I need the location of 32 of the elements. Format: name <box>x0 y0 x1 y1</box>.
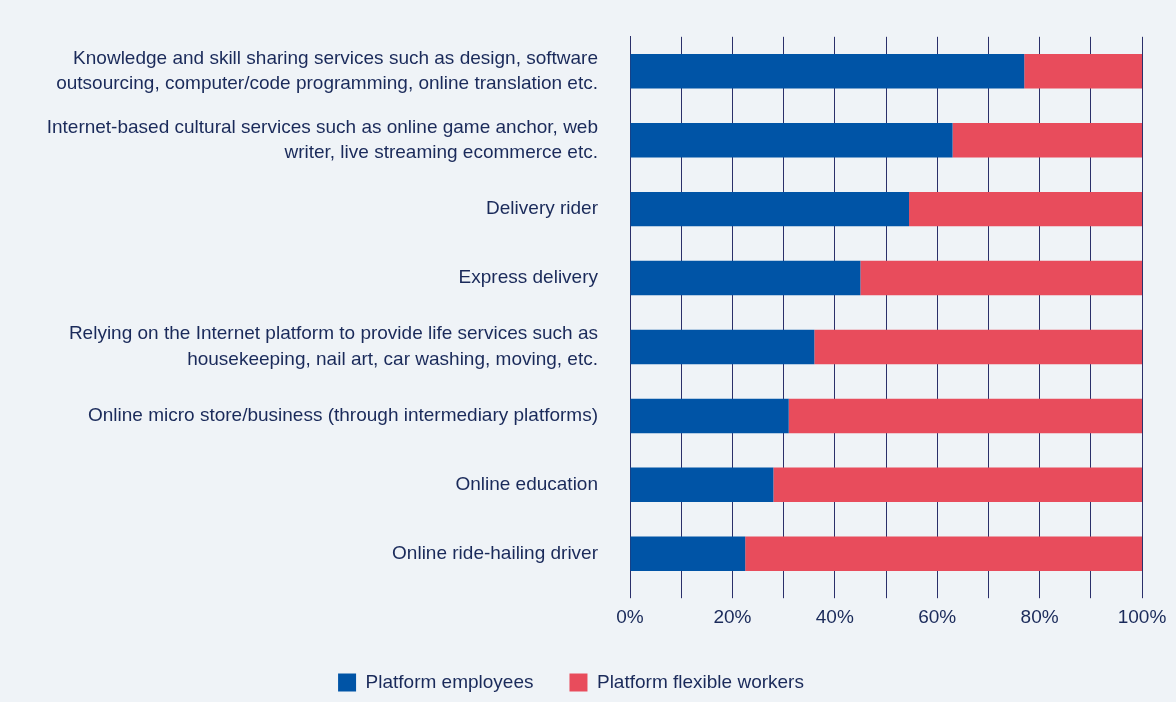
bar <box>745 536 1142 571</box>
x-tick-label: 0% <box>616 605 644 627</box>
bar <box>630 398 789 434</box>
y-tick-label: Knowledge and skill sharing services such as design, software outsourcing, computer/code programming, online translation etc. <box>56 46 598 94</box>
y-tick-label: Online micro store/business (through intermediary platforms) <box>87 404 598 426</box>
bar <box>630 122 953 158</box>
x-tick-label: 60% <box>918 605 957 627</box>
x-tick-label: 20% <box>713 605 752 627</box>
legend-label: Platform flexible workers <box>596 670 804 692</box>
y-tick-label: Relying on the Internet platform to provide life services such as housekeeping, nail art, car washing, moving, etc. <box>68 322 598 370</box>
y-tick-label: Internet-based cultural services such as online game anchor, web writer, live streaming ecommerce etc. <box>46 115 598 163</box>
y-tick-label: Express delivery <box>458 266 599 288</box>
bar <box>952 122 1142 158</box>
bar <box>630 260 861 296</box>
bar <box>860 260 1142 296</box>
bar <box>630 191 910 227</box>
legend-label: Platform employees <box>365 670 534 692</box>
bar <box>630 329 815 365</box>
bar <box>630 54 1025 89</box>
y-tick-label: Online education <box>455 473 598 495</box>
bar <box>814 329 1142 365</box>
bar <box>630 467 774 503</box>
bar <box>1024 54 1142 89</box>
x-tick-label: 80% <box>1020 605 1059 627</box>
bar <box>909 191 1142 227</box>
x-tick-label: 100% <box>1117 605 1167 627</box>
y-tick-label: Online ride-hailing driver <box>392 541 599 563</box>
bar <box>773 467 1142 503</box>
bar <box>788 398 1142 434</box>
y-tick-label: Delivery rider <box>486 197 599 219</box>
x-tick-label: 40% <box>815 605 854 627</box>
bar <box>630 536 746 571</box>
